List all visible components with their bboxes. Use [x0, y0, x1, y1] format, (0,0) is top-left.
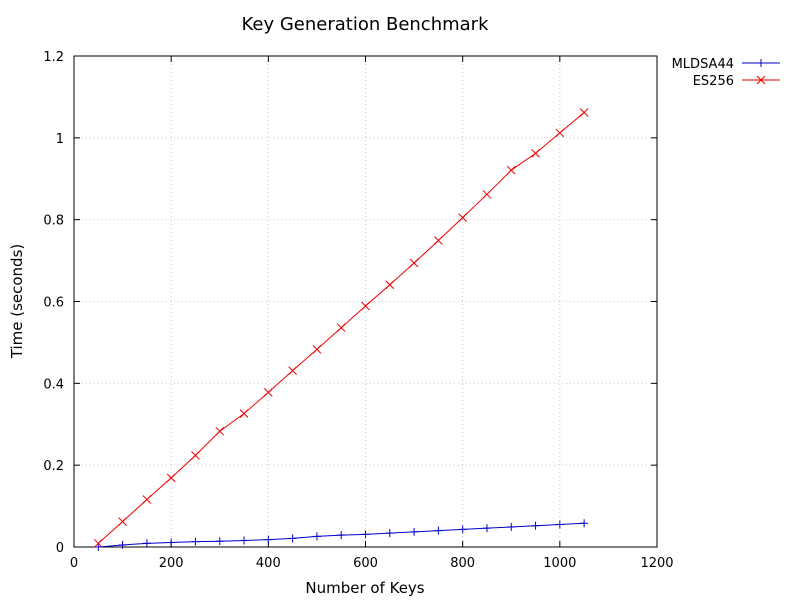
data-point-es256 — [191, 450, 200, 460]
x-tick-label: 800 — [450, 556, 475, 571]
data-point-mldsa44 — [434, 526, 443, 535]
y-tick-label: 0 — [56, 541, 64, 556]
x-tick-label: 600 — [353, 556, 378, 571]
data-point-mldsa44 — [312, 532, 321, 541]
data-point-es256 — [482, 189, 492, 199]
data-point-es256 — [118, 517, 127, 526]
data-point-es256 — [312, 345, 322, 354]
chart-title: Key Generation Benchmark — [241, 14, 489, 35]
data-point-mldsa44 — [507, 522, 516, 531]
data-point-mldsa44 — [94, 543, 103, 551]
series-es256 — [93, 108, 589, 548]
x-tick-label: 1200 — [640, 556, 673, 571]
data-point-es256 — [215, 426, 225, 436]
data-point-mldsa44 — [580, 519, 589, 528]
legend: MLDSA44 ES256 — [672, 57, 780, 89]
y-tick-label: 0.8 — [43, 214, 64, 229]
data-point-mldsa44 — [240, 536, 249, 545]
data-point-mldsa44 — [482, 524, 491, 533]
data-point-es256 — [239, 409, 249, 418]
data-point-es256 — [336, 323, 346, 333]
data-point-es256 — [166, 473, 176, 483]
y-tick-label: 0.6 — [43, 296, 64, 311]
data-point-es256 — [409, 258, 419, 268]
series-mldsa44 — [94, 519, 589, 551]
data-point-mldsa44 — [337, 531, 346, 540]
data-point-es256 — [385, 280, 395, 290]
data-point-mldsa44 — [264, 535, 273, 544]
data-point-mldsa44 — [385, 529, 394, 538]
x-axis-label: Number of Keys — [305, 579, 424, 597]
series-group — [93, 108, 589, 551]
y-axis-label: Time (seconds) — [8, 244, 26, 360]
data-point-mldsa44 — [167, 538, 176, 547]
x-tick-label: 1000 — [543, 556, 576, 571]
x-tick-label: 200 — [159, 556, 184, 571]
x-tick-label: 400 — [256, 556, 281, 571]
plot-frame — [73, 55, 658, 548]
data-point-mldsa44 — [458, 525, 467, 534]
data-point-mldsa44 — [288, 534, 297, 543]
data-point-es256 — [288, 366, 297, 376]
data-point-es256 — [579, 108, 589, 117]
y-tick-label: 1 — [56, 132, 64, 147]
data-point-mldsa44 — [118, 540, 127, 549]
axis-ticks: 0 200 400 600 800 1000 1200 0 0.2 0.4 0.6 0.8 1 1.2 — [43, 50, 673, 571]
legend-label-mldsa44: MLDSA44 — [672, 57, 734, 72]
legend-label-es256: ES256 — [693, 74, 734, 89]
data-point-mldsa44 — [410, 527, 419, 536]
data-point-es256 — [361, 301, 370, 311]
data-point-mldsa44 — [361, 530, 370, 539]
data-point-es256 — [458, 213, 468, 222]
data-point-es256 — [506, 165, 516, 175]
grid — [74, 56, 657, 547]
data-point-mldsa44 — [191, 537, 200, 546]
data-point-es256 — [531, 149, 540, 158]
data-point-es256 — [93, 538, 103, 548]
y-tick-label: 0.4 — [43, 377, 64, 392]
data-point-mldsa44 — [142, 539, 151, 548]
data-point-es256 — [555, 128, 565, 138]
legend-marker-mldsa44 — [757, 59, 765, 67]
data-point-mldsa44 — [215, 537, 224, 546]
data-point-mldsa44 — [555, 520, 564, 529]
data-point-es256 — [142, 495, 152, 504]
y-tick-label: 1.2 — [43, 50, 64, 65]
x-tick-label: 0 — [70, 556, 78, 571]
y-tick-label: 0.2 — [43, 459, 64, 474]
data-point-es256 — [434, 236, 443, 245]
data-point-mldsa44 — [531, 521, 540, 530]
data-point-es256 — [263, 387, 273, 397]
legend-marker-es256 — [756, 75, 766, 85]
